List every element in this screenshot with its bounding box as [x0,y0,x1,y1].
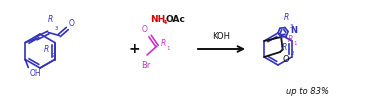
Text: 1: 1 [166,46,169,51]
Text: KOH: KOH [212,32,231,41]
Text: 4: 4 [163,20,167,25]
Text: Br: Br [141,61,151,70]
Text: OH: OH [29,69,41,77]
Text: O: O [142,25,148,34]
Text: O: O [68,19,74,27]
Text: NH: NH [150,15,165,25]
Text: 3: 3 [290,24,293,29]
Text: 2: 2 [291,51,294,56]
Text: O: O [282,55,289,64]
Text: R: R [288,35,293,44]
Text: +: + [128,42,140,56]
Text: OAc: OAc [166,15,186,25]
Text: R: R [283,13,288,22]
Text: up to 83%: up to 83% [285,87,328,97]
Text: R: R [48,14,53,24]
Text: 3: 3 [54,25,58,30]
Text: 1: 1 [293,41,297,46]
Text: R: R [161,40,166,48]
Text: 2: 2 [52,53,55,58]
Text: R: R [43,46,49,54]
Text: N: N [290,26,297,35]
Text: R: R [282,43,287,53]
